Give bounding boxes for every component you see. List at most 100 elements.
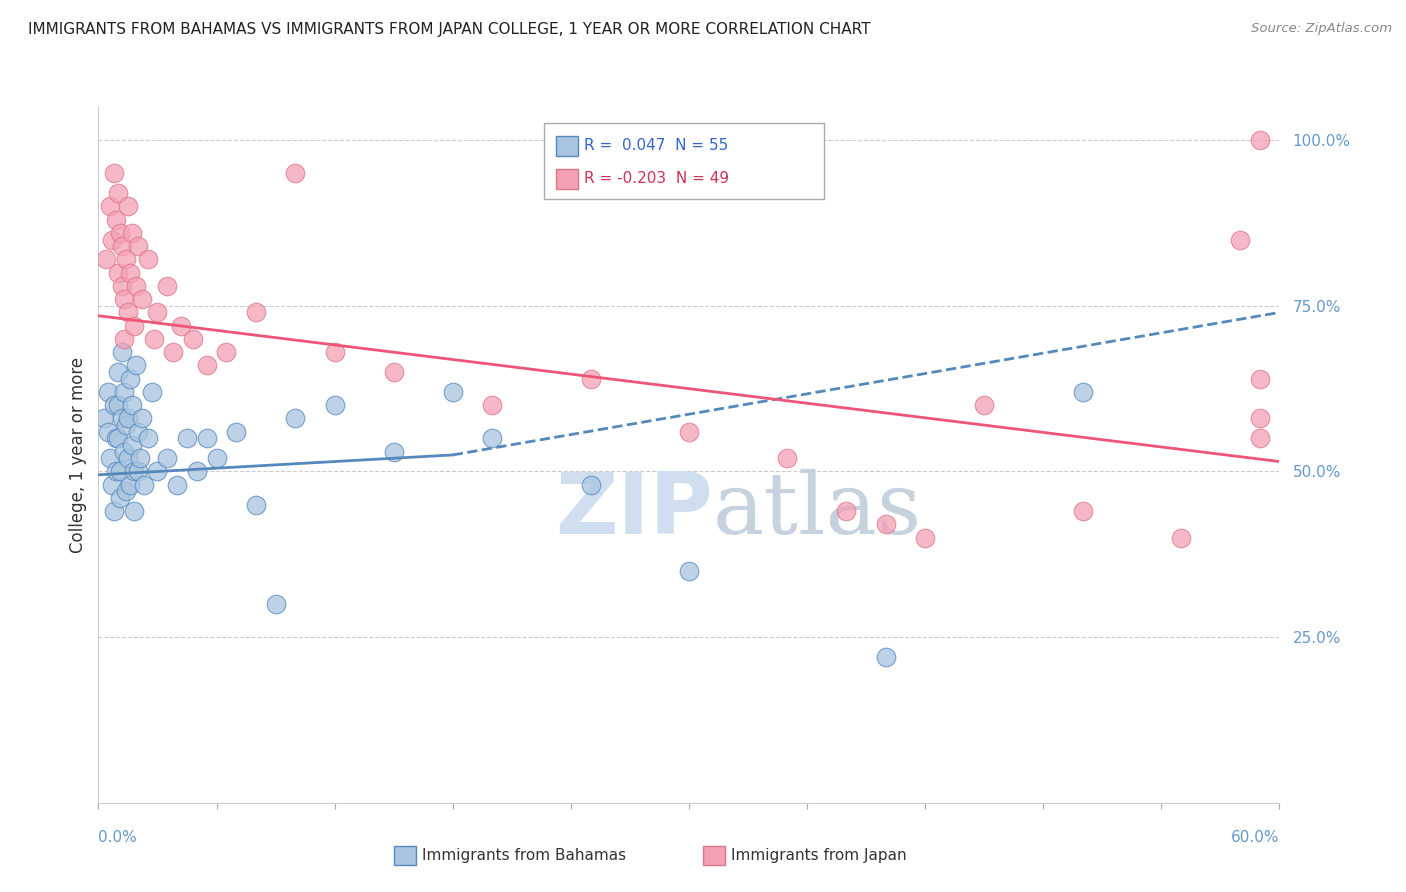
Text: Immigrants from Japan: Immigrants from Japan (731, 848, 907, 863)
Point (195, 359, 218, 373)
Point (195, 431, 218, 445)
Point (108, 465, 131, 479)
Point (103, 398, 125, 412)
Point (112, 332, 135, 346)
Point (1249, 431, 1271, 445)
Point (122, 318, 145, 333)
Point (579, 477, 602, 491)
Point (835, 504, 858, 518)
Text: Source: ZipAtlas.com: Source: ZipAtlas.com (1251, 22, 1392, 36)
Point (111, 279, 134, 293)
Point (132, 477, 155, 491)
Point (115, 418, 138, 433)
Point (107, 365, 129, 379)
Point (98, 199, 121, 213)
Text: R = -0.203  N = 49: R = -0.203 N = 49 (583, 171, 728, 186)
Point (111, 411, 134, 425)
Point (481, 431, 503, 445)
Point (118, 372, 141, 386)
Point (136, 431, 159, 445)
Point (225, 425, 247, 439)
Y-axis label: College, 1 year or more: College, 1 year or more (69, 357, 87, 553)
Text: 60.0%: 60.0% (1232, 830, 1279, 845)
Point (162, 345, 184, 359)
Point (264, 597, 287, 611)
Point (108, 226, 131, 240)
Point (112, 444, 135, 458)
Point (678, 425, 700, 439)
Point (105, 465, 128, 479)
Point (107, 431, 129, 445)
Point (101, 233, 124, 247)
Point (118, 477, 141, 491)
Point (131, 411, 153, 425)
Point (111, 239, 134, 253)
Point (122, 504, 145, 518)
Point (101, 477, 124, 491)
Point (107, 186, 129, 201)
Point (105, 212, 128, 227)
Point (96, 252, 118, 267)
Point (112, 292, 135, 306)
Point (245, 305, 267, 319)
Point (1249, 372, 1271, 386)
Point (107, 398, 129, 412)
Point (117, 199, 139, 213)
Point (103, 166, 125, 180)
Point (117, 451, 139, 466)
Point (1170, 531, 1192, 545)
Point (107, 266, 129, 280)
Point (382, 365, 405, 379)
Point (142, 332, 165, 346)
Text: Immigrants from Bahamas: Immigrants from Bahamas (422, 848, 626, 863)
Point (1229, 233, 1251, 247)
Point (111, 345, 134, 359)
Point (156, 279, 179, 293)
Point (112, 384, 135, 399)
Text: ZIP: ZIP (555, 469, 713, 552)
Point (117, 305, 139, 319)
Point (1071, 504, 1094, 518)
Point (875, 650, 897, 665)
Point (121, 398, 143, 412)
Point (125, 359, 148, 373)
Point (176, 431, 198, 445)
Point (776, 451, 799, 466)
Point (131, 292, 153, 306)
Point (127, 425, 149, 439)
Point (323, 345, 346, 359)
Point (115, 252, 138, 267)
Point (115, 484, 138, 499)
Point (122, 465, 145, 479)
Point (284, 411, 307, 425)
Point (117, 411, 139, 425)
Point (186, 465, 208, 479)
Point (678, 564, 700, 578)
Point (146, 465, 169, 479)
Text: R =  0.047  N = 55: R = 0.047 N = 55 (583, 138, 728, 153)
Point (125, 279, 148, 293)
Point (441, 384, 464, 399)
Point (181, 332, 204, 346)
Point (128, 451, 150, 466)
Point (118, 266, 141, 280)
Point (103, 504, 125, 518)
Point (108, 491, 131, 505)
Point (215, 345, 238, 359)
Point (97, 425, 120, 439)
Point (97, 384, 120, 399)
Point (141, 384, 163, 399)
Point (98, 451, 121, 466)
Point (875, 517, 897, 532)
Point (205, 451, 228, 466)
Point (914, 531, 936, 545)
Point (973, 398, 995, 412)
Point (127, 465, 149, 479)
Text: 0.0%: 0.0% (98, 830, 138, 845)
Text: atlas: atlas (713, 469, 922, 552)
Point (1249, 411, 1271, 425)
Point (481, 398, 503, 412)
Point (579, 372, 602, 386)
Point (121, 226, 143, 240)
Point (121, 438, 143, 452)
